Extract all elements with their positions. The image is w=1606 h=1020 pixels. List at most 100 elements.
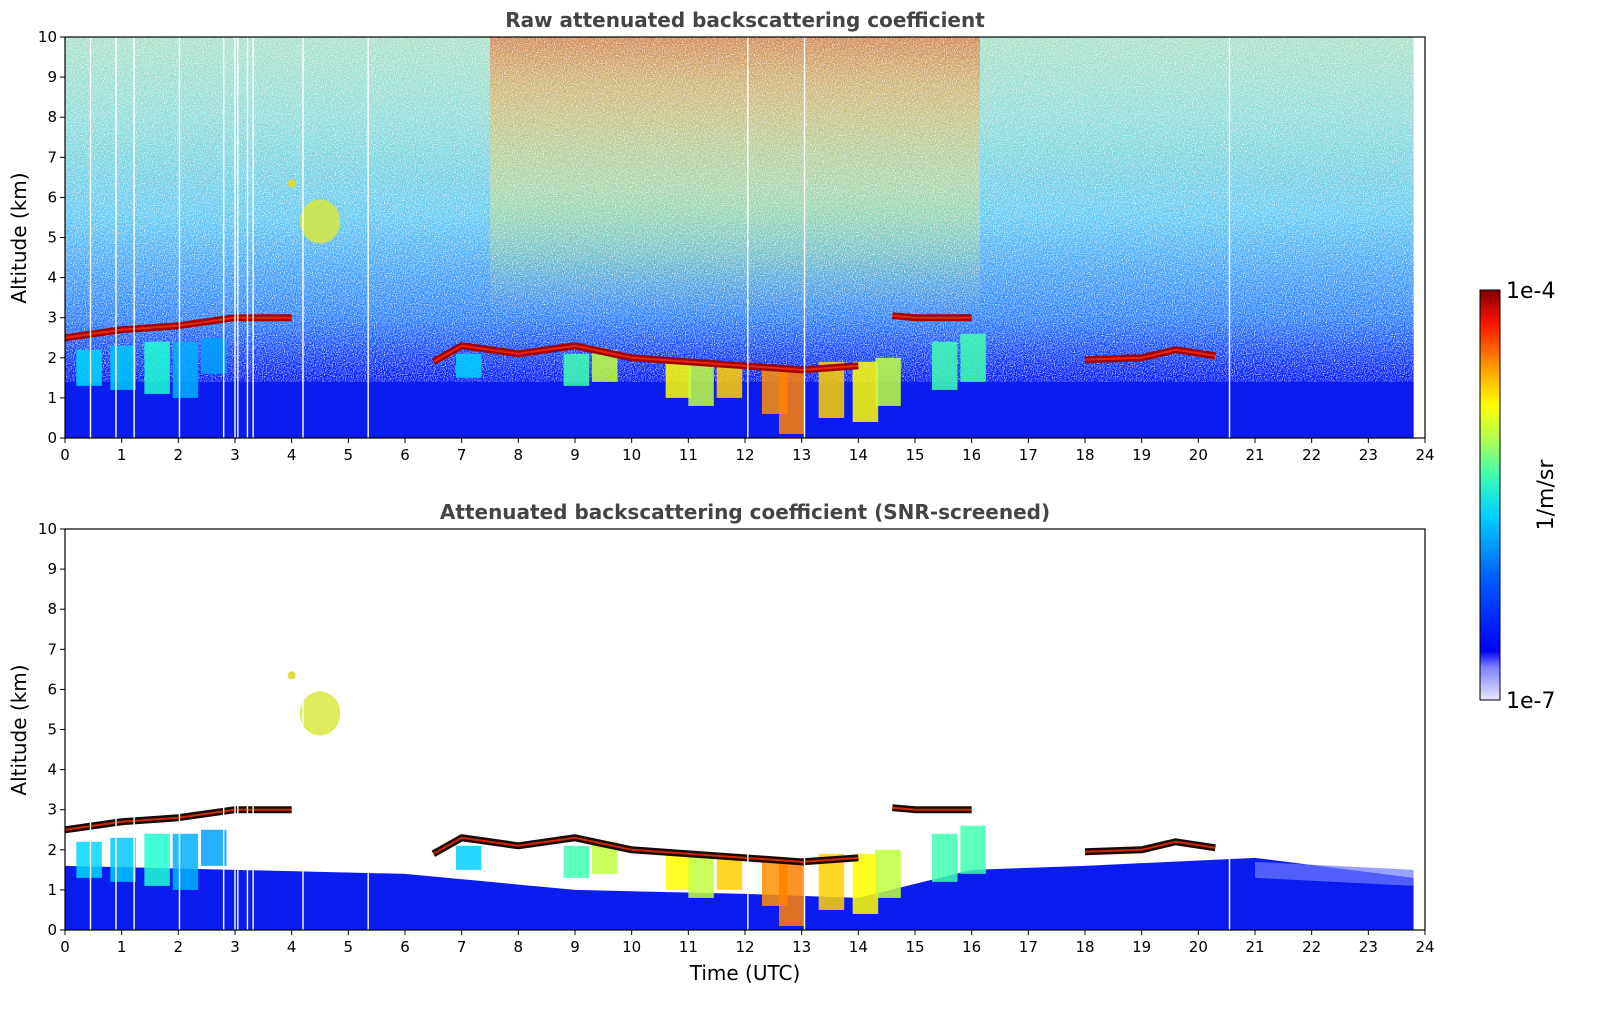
y-tick-label: 2: [47, 349, 57, 367]
x-tick-label: 18: [1075, 938, 1094, 956]
x-tick-label: 17: [1019, 938, 1038, 956]
boundary-layer-field: [65, 857, 1414, 930]
y-tick-label: 10: [38, 520, 57, 538]
cloud-base-core: [65, 316, 292, 339]
x-tick-label: 2: [174, 938, 184, 956]
x-tick-label: 7: [457, 446, 467, 464]
cloud-base-core: [892, 806, 972, 811]
x-tick-label: 1: [117, 938, 127, 956]
virga-streak: [563, 353, 590, 386]
x-tick-label: 7: [457, 938, 467, 956]
x-tick-label: 20: [1189, 446, 1208, 464]
y-tick-label: 3: [47, 309, 57, 327]
colorbar-min-label: 1e-7: [1506, 689, 1555, 714]
y-tick-label: 5: [47, 229, 57, 247]
screened-data-gaps: [89, 529, 1425, 930]
y-tick-label: 1: [47, 881, 57, 899]
mid-level-aerosol-feature: [299, 691, 341, 736]
x-tick-label: 14: [849, 446, 868, 464]
y-tick-label: 3: [47, 801, 57, 819]
virga-streak: [665, 361, 692, 398]
cloud-base-core: [432, 344, 859, 371]
virga-streak: [932, 833, 958, 882]
x-tick-label: 15: [905, 446, 924, 464]
y-tick-label: 8: [47, 108, 57, 126]
mid-level-aerosol-feature: [299, 199, 341, 244]
raw-panel: Raw attenuated backscattering coefficien…: [7, 8, 1435, 464]
screened-y-axis: 0 1 2 3 4 5 6 7 8 9 10: [38, 520, 65, 939]
x-tick-label: 12: [735, 938, 754, 956]
x-tick-label: 22: [1302, 938, 1321, 956]
virga-streak: [875, 849, 901, 898]
screened-x-axis: 0 1 2 3 4 5 6 7 8 9 10 11 12 13 14 15 16 17 18 19 20 21 22 23 24: [60, 930, 1435, 956]
raw-cloud-features: [65, 179, 1414, 438]
virga-streak: [110, 345, 136, 390]
x-tick-label: 18: [1075, 446, 1094, 464]
y-tick-label: 5: [47, 721, 57, 739]
x-tick-label: 17: [1019, 446, 1038, 464]
y-tick-label: 6: [47, 188, 57, 206]
colorbar-unit-label: 1/m/sr: [1534, 459, 1559, 531]
raw-y-axis: 0 1 2 3 4 5 6 7 8 9 10: [38, 28, 65, 447]
x-tick-label: 15: [905, 938, 924, 956]
virga-streak: [76, 841, 102, 878]
cloud-base-core: [892, 314, 972, 319]
x-tick-label: 23: [1359, 446, 1378, 464]
x-tick-label: 3: [230, 938, 240, 956]
x-axis-label: Time (UTC): [689, 961, 801, 985]
y-tick-label: 4: [47, 269, 57, 287]
screened-heatmap-area: [65, 529, 1425, 930]
y-tick-label: 0: [47, 921, 57, 939]
x-tick-label: 22: [1302, 446, 1321, 464]
no-data-region: [1413, 529, 1425, 930]
virga-streak: [779, 369, 805, 434]
virga-streak: [172, 833, 199, 890]
y-tick-label: 4: [47, 761, 57, 779]
virga-streak: [960, 825, 986, 874]
x-tick-label: 9: [570, 446, 580, 464]
x-tick-label: 0: [60, 938, 70, 956]
y-tick-label: 1: [47, 389, 57, 407]
x-tick-label: 23: [1359, 938, 1378, 956]
virga-streak: [201, 337, 227, 374]
screened-cloud-features: [65, 671, 1414, 930]
x-tick-label: 16: [962, 938, 981, 956]
x-tick-label: 13: [792, 938, 811, 956]
virga-streak: [172, 341, 199, 398]
x-tick-label: 2: [174, 446, 184, 464]
x-tick-label: 11: [679, 938, 698, 956]
cloud-base-core: [1084, 348, 1216, 361]
y-tick-label: 7: [47, 640, 57, 658]
virga-streak: [688, 853, 714, 898]
x-tick-label: 14: [849, 938, 868, 956]
colorbar-max-label: 1e-4: [1506, 279, 1555, 304]
x-tick-label: 21: [1245, 446, 1264, 464]
y-tick-label: 2: [47, 841, 57, 859]
cloud-base-core: [65, 808, 292, 831]
virga-streak: [456, 353, 482, 378]
virga-streak: [456, 845, 482, 870]
y-tick-label: 9: [47, 68, 57, 86]
virga-streak: [932, 341, 958, 390]
virga-streak: [779, 861, 805, 926]
x-tick-label: 20: [1189, 938, 1208, 956]
raw-heatmap-area: [65, 37, 1425, 438]
raw-x-axis: 0 1 2 3 4 5 6 7 8 9 10 11 12 13 14 15 16 17 18 19 20 21 22 23 24: [60, 438, 1435, 464]
colorbar: 1e-4 1e-7 1/m/sr: [1479, 279, 1559, 714]
raw-data-gaps: [89, 37, 1425, 438]
x-tick-label: 12: [735, 446, 754, 464]
virga-streak: [960, 333, 986, 382]
y-tick-label: 9: [47, 560, 57, 578]
x-tick-label: 5: [344, 938, 354, 956]
screened-panel-title: Attenuated backscattering coefficient (S…: [440, 500, 1050, 524]
x-tick-label: 0: [60, 446, 70, 464]
boundary-layer-top: [1255, 861, 1414, 886]
x-tick-label: 24: [1415, 938, 1434, 956]
mid-level-feature-fragment: [287, 179, 296, 188]
y-tick-label: 10: [38, 28, 57, 46]
x-tick-label: 10: [622, 446, 641, 464]
x-tick-label: 24: [1415, 446, 1434, 464]
y-tick-label: 6: [47, 680, 57, 698]
